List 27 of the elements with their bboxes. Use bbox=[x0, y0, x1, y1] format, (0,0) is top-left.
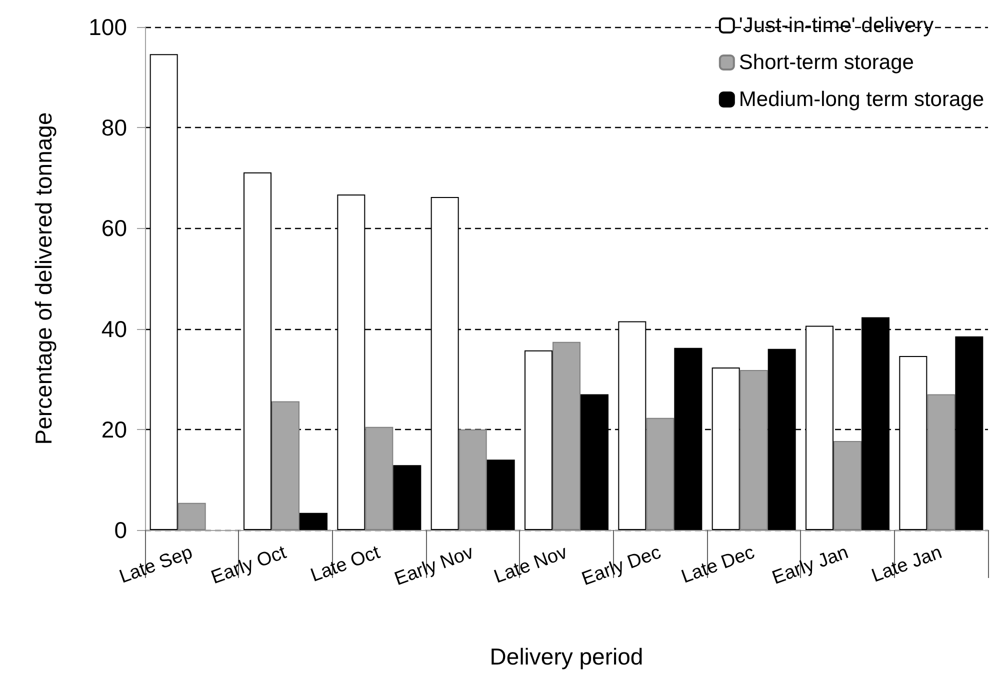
bar bbox=[244, 172, 272, 530]
bar bbox=[486, 460, 515, 530]
bar bbox=[393, 465, 422, 530]
x-tick-label: Early Oct bbox=[208, 542, 290, 589]
x-axis-title: Delivery period bbox=[490, 644, 644, 670]
legend-label: 'Just-in-time' delivery bbox=[738, 14, 934, 37]
bar bbox=[300, 512, 328, 530]
y-tick-label: 80 bbox=[101, 114, 127, 141]
y-tick-label: 20 bbox=[101, 416, 127, 442]
y-tick-label: 0 bbox=[114, 517, 127, 543]
x-tick-label: Late Nov bbox=[491, 542, 571, 588]
legend-label: Medium-long term storage bbox=[738, 88, 984, 111]
bar bbox=[524, 350, 552, 530]
x-tick-label: Late Dec bbox=[678, 542, 758, 588]
bar bbox=[955, 336, 984, 530]
y-tick-label: 60 bbox=[101, 215, 127, 242]
y-axis-title: Percentage of delivered tonnage bbox=[30, 112, 56, 445]
x-tick-label: Late Sep bbox=[116, 542, 196, 588]
x-tick-label: Early Nov bbox=[392, 542, 477, 590]
x-tick-label: Early Dec bbox=[579, 542, 664, 590]
y-tick-label: 100 bbox=[88, 14, 127, 40]
x-tick-label: Early Jan bbox=[769, 542, 852, 589]
legend-label: Short-term storage bbox=[738, 51, 914, 74]
x-tick-label: Late Oct bbox=[308, 542, 384, 586]
x-tick-label: Late Jan bbox=[869, 542, 945, 587]
y-tick-label: 40 bbox=[101, 316, 127, 342]
bar bbox=[674, 348, 702, 530]
